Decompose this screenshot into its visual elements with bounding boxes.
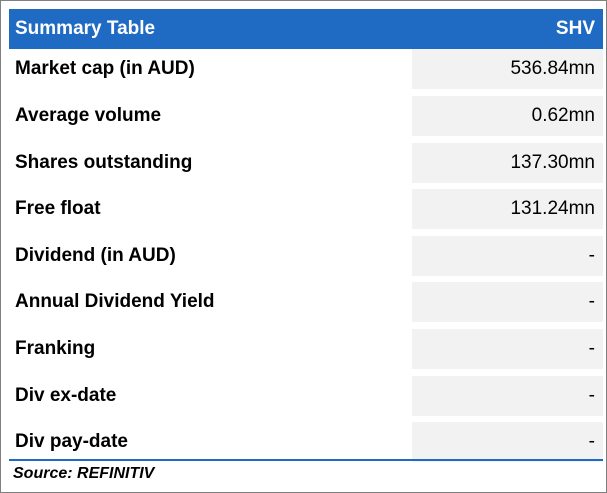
table-row-free-float: Free float 131.24mn [9,189,603,229]
value-cell: - [412,376,603,416]
value-cell: 0.62mn [412,96,603,136]
value-cell: - [412,236,603,276]
row-value: - [588,431,595,452]
row-label: Average volume [15,105,162,126]
row-value: - [588,338,595,359]
table-row-div-ex-date: Div ex-date - [9,376,603,416]
row-label: Market cap (in AUD) [15,58,195,79]
row-label: Dividend (in AUD) [15,245,176,266]
value-cell: - [412,422,603,462]
table-row-annual-dividend-yield: Annual Dividend Yield - [9,282,603,322]
ticker-label: SHV [555,18,595,39]
table-row-shares-outstanding: Shares outstanding 137.30mn [9,143,603,183]
value-cell: 137.30mn [412,143,603,183]
row-value: 137.30mn [510,152,595,173]
row-label: Shares outstanding [15,152,193,173]
row-value: 131.24mn [510,198,595,219]
source-note: Source: REFINITIV [13,465,155,482]
table-header: Summary Table SHV [9,9,603,49]
row-value: 536.84mn [510,58,595,79]
source-divider [9,459,603,461]
row-value: - [588,245,595,266]
value-cell: - [412,282,603,322]
row-label: Div ex-date [15,385,117,406]
row-value: 0.62mn [531,105,595,126]
table-row-average-volume: Average volume 0.62mn [9,96,603,136]
row-label: Free float [15,198,101,219]
value-cell: - [412,329,603,369]
table-row-div-pay-date: Div pay-date - [9,422,603,462]
table-row-market-cap: Market cap (in AUD) 536.84mn [9,49,603,89]
table-title: Summary Table [15,18,156,39]
row-value: - [588,291,595,312]
table-row-dividend: Dividend (in AUD) - [9,236,603,276]
row-value: - [588,385,595,406]
row-label: Franking [15,338,96,359]
row-label: Div pay-date [15,431,128,452]
row-label: Annual Dividend Yield [15,291,215,312]
value-cell: 131.24mn [412,189,603,229]
value-cell: 536.84mn [412,49,603,89]
table-row-franking: Franking - [9,329,603,369]
